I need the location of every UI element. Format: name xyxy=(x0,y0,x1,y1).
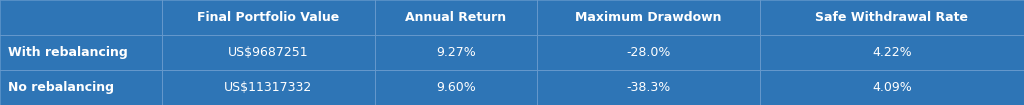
Text: Annual Return: Annual Return xyxy=(406,11,506,24)
Text: Final Portfolio Value: Final Portfolio Value xyxy=(198,11,339,24)
Text: No rebalancing: No rebalancing xyxy=(8,81,115,94)
Text: Maximum Drawdown: Maximum Drawdown xyxy=(574,11,722,24)
Text: -28.0%: -28.0% xyxy=(626,46,671,59)
Text: US$11317332: US$11317332 xyxy=(224,81,312,94)
Text: 4.22%: 4.22% xyxy=(872,46,911,59)
Text: With rebalancing: With rebalancing xyxy=(8,46,128,59)
Text: US$9687251: US$9687251 xyxy=(228,46,308,59)
Text: 9.27%: 9.27% xyxy=(436,46,475,59)
Text: -38.3%: -38.3% xyxy=(626,81,671,94)
Text: 9.60%: 9.60% xyxy=(436,81,475,94)
Text: 4.09%: 4.09% xyxy=(872,81,911,94)
Text: Safe Withdrawal Rate: Safe Withdrawal Rate xyxy=(815,11,969,24)
